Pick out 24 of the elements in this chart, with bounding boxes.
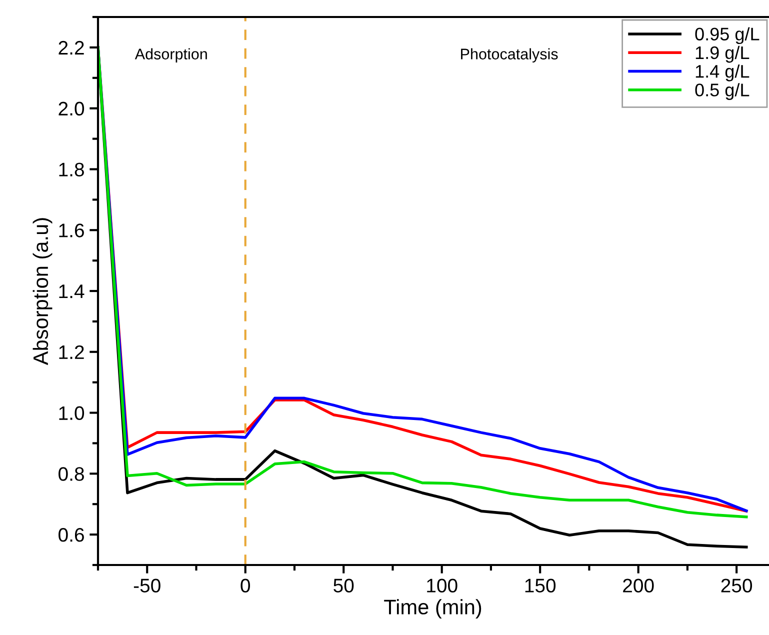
legend-label: 0.95 g/L [695, 27, 760, 44]
y-tick-label: 1.6 [59, 224, 84, 238]
y-tick-label: 1.0 [59, 406, 84, 420]
y-tick-label: 1.8 [59, 162, 84, 176]
x-tick-label: 150 [525, 578, 556, 592]
x-tick-label: 50 [334, 578, 354, 592]
y-tick-label: 1.4 [59, 284, 84, 298]
x-tick-label: 100 [427, 578, 458, 592]
y-tick-label: 1.2 [59, 345, 84, 359]
legend-label: 0.5 g/L [695, 83, 750, 100]
annotation: Adsorption [134, 48, 207, 62]
y-axis-title: Absorption (a.u) [32, 218, 52, 366]
x-tick-label: 200 [623, 578, 654, 592]
x-axis-title: Time (min) [384, 599, 482, 619]
x-tick-label: 250 [721, 578, 752, 592]
y-tick-label: 0.8 [58, 467, 84, 481]
x-tick-label: 0 [240, 578, 250, 592]
legend-label: 1.9 g/L [696, 46, 750, 63]
y-tick-label: 2.0 [58, 102, 84, 116]
y-tick-label: 0.6 [58, 528, 84, 542]
y-tick-label: 2.2 [58, 40, 84, 54]
annotation: Photocatalysis [461, 48, 558, 62]
x-tick-label: -50 [134, 578, 160, 592]
legend-label: 1.4 g/L [696, 64, 750, 82]
